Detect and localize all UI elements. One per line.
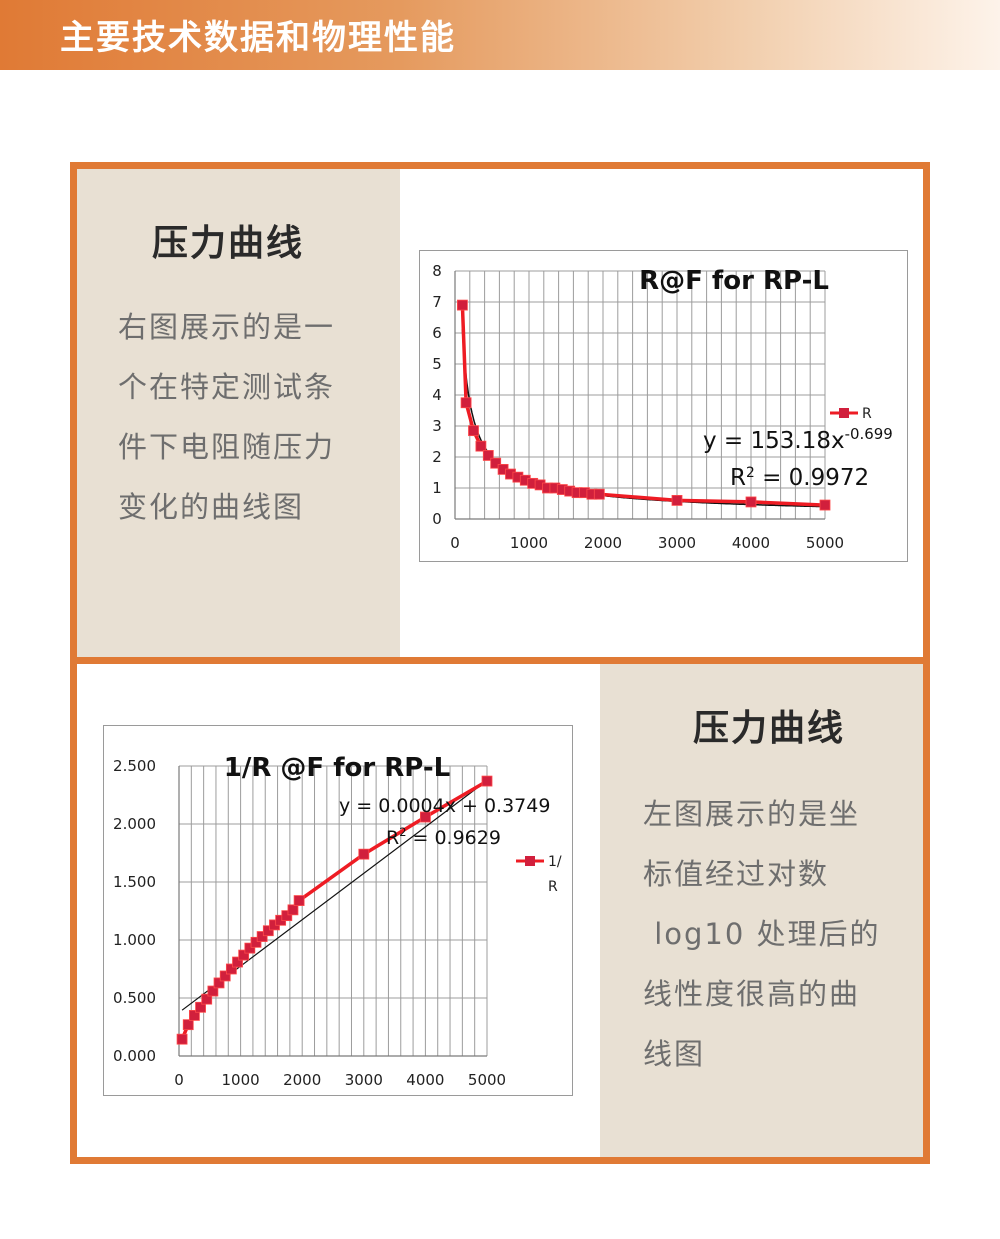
data-point (745, 496, 757, 508)
y-tick-label: 6 (432, 324, 442, 342)
bottom-section-description: 左图展示的是坐 标值经过对数 log10 处理后的 线性度很高的曲 线图 (643, 784, 881, 1084)
y-tick-label: 2.000 (113, 815, 156, 833)
bottom-desc-line-3: log10 处理后的 (643, 917, 881, 951)
trendline-equation: y = 153.18x-0.699 (703, 425, 893, 454)
x-tick-label: 0 (174, 1071, 184, 1089)
data-point (475, 440, 487, 452)
data-point (225, 963, 237, 975)
data-point (819, 499, 831, 511)
x-tick-label: 4000 (406, 1071, 444, 1089)
y-tick-label: 1.000 (113, 931, 156, 949)
data-point (287, 904, 299, 916)
chart-inverse-r-vs-force-svg: 0.000 0.500 1.000 1.500 2.000 2.500 0 1000 2000 3… (113, 753, 562, 1089)
data-point (256, 931, 268, 942)
y-tick-label: 5 (432, 355, 442, 373)
x-tick-label: 5000 (468, 1071, 506, 1089)
data-point (201, 993, 213, 1005)
x-tick-label: 2000 (584, 534, 622, 552)
data-point (262, 925, 274, 937)
y-tick-label: 4 (432, 386, 442, 404)
x-tick-label: 4000 (732, 534, 770, 552)
chart-inverse-r-vs-force: 0.000 0.500 1.000 1.500 2.000 2.500 0 1000 2000 3… (103, 725, 573, 1096)
data-point (238, 949, 250, 961)
y-tick-label: 3 (432, 417, 442, 435)
data-point (182, 1019, 194, 1031)
page-title: 主要技术数据和物理性能 (60, 18, 456, 58)
top-section-description: 右图展示的是一 个在特定测试条 件下电阻随压力 变化的曲线图 (118, 297, 335, 537)
bottom-section-heading: 压力曲线 (693, 708, 846, 749)
data-point (207, 985, 219, 997)
x-tick-label: 3000 (345, 1071, 383, 1089)
data-point (460, 397, 472, 409)
data-point (281, 910, 293, 922)
data-point (482, 450, 494, 461)
trendline-equation: y = 0.0004x + 0.3749 (339, 795, 550, 817)
r-squared: R2 = 0.9972 (730, 465, 869, 491)
x-tick-label: 1000 (510, 534, 548, 552)
top-desc-line-1: 右图展示的是一 (118, 310, 336, 344)
data-point (232, 956, 243, 968)
data-point (176, 1033, 188, 1045)
bottom-text-panel: 压力曲线 左图展示的是坐 标值经过对数 log10 处理后的 线性度很高的曲 线… (600, 664, 923, 1157)
y-tick-label: 2.500 (113, 757, 156, 775)
section-divider (70, 657, 930, 664)
data-point (490, 457, 502, 469)
legend-label: 1/ (548, 854, 562, 870)
chart-title: R@F for RP-L (639, 266, 829, 296)
y-tick-label: 7 (432, 293, 442, 311)
y-tick-label: 1 (432, 479, 442, 497)
y-tick-label: 0.000 (113, 1047, 156, 1065)
data-point (293, 895, 305, 906)
data-point (419, 811, 431, 823)
y-tick-label: 0.500 (113, 989, 156, 1007)
legend-label-continued: R (548, 879, 558, 895)
top-desc-line-2: 个在特定测试条 (118, 370, 336, 404)
top-desc-line-3: 件下电阻随压力 (118, 430, 336, 464)
chart-r-vs-force: 0 1 2 3 4 5 6 7 8 0 1000 2000 3000 4000 5000 R@F for RP… (419, 250, 908, 562)
x-tick-label: 1000 (222, 1071, 260, 1089)
data-point (250, 936, 262, 948)
chart-r-vs-force-svg: 0 1 2 3 4 5 6 7 8 0 1000 2000 3000 4000 5000 R@F for RP… (432, 262, 893, 552)
x-tick-label: 0 (450, 534, 460, 552)
y-tick-label: 8 (432, 262, 442, 280)
chart-title: 1/R @F for RP-L (224, 753, 451, 783)
top-desc-line-4: 变化的曲线图 (118, 490, 305, 524)
data-point (358, 848, 370, 860)
y-tick-label: 0 (432, 510, 442, 528)
data-point (457, 299, 468, 311)
data-point (195, 1001, 206, 1013)
data-point (189, 1009, 200, 1021)
data-point (244, 942, 256, 954)
header-banner: 主要技术数据和物理性能 (0, 0, 1000, 70)
bottom-desc-line-4: 线性度很高的曲 (643, 977, 861, 1011)
data-point (593, 488, 605, 500)
legend-marker (525, 856, 535, 866)
x-tick-label: 3000 (658, 534, 696, 552)
y-tick-label: 2 (432, 448, 442, 466)
data-point (481, 775, 493, 787)
data-point (671, 494, 683, 506)
bottom-desc-line-2: 标值经过对数 (643, 857, 830, 891)
data-point (213, 977, 225, 989)
top-text-panel: 压力曲线 右图展示的是一 个在特定测试条 件下电阻随压力 变化的曲线图 (77, 169, 400, 657)
x-tick-label: 5000 (806, 534, 844, 552)
legend-label: R (862, 406, 872, 422)
data-point (219, 970, 231, 982)
x-tick-label: 2000 (283, 1071, 321, 1089)
legend-marker (839, 408, 849, 418)
y-tick-label: 1.500 (113, 873, 156, 891)
bottom-desc-line-5: 线图 (643, 1037, 706, 1071)
data-point (468, 425, 479, 437)
top-section-heading: 压力曲线 (152, 223, 305, 264)
bottom-desc-line-1: 左图展示的是坐 (643, 797, 861, 831)
r-squared: R2 = 0.9629 (386, 825, 501, 849)
